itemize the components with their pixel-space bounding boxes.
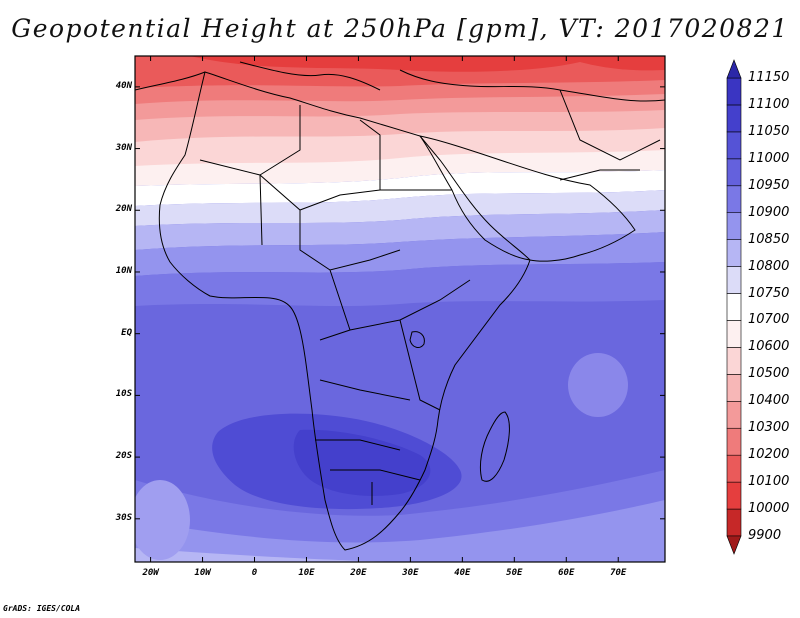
- colorbar-swatch: [726, 77, 742, 106]
- credit-label: GrADS: IGES/COLA: [3, 604, 81, 613]
- lat-tick-label: 20S: [115, 451, 132, 462]
- lon-tick-label: 60E: [558, 568, 575, 578]
- colorbar-level-label: 11000: [748, 150, 790, 166]
- colorbar-level-label: 10950: [748, 177, 790, 193]
- lon-tick-label: 30E: [402, 568, 419, 578]
- colorbar-level-label: 10900: [748, 204, 790, 220]
- height-field: [135, 56, 665, 562]
- colorbar-max-arrow: [726, 59, 742, 79]
- colorbar-swatch: [726, 104, 742, 133]
- lon-tick-label: 0: [251, 568, 258, 578]
- lat-tick-label: 30S: [115, 512, 132, 523]
- colorbar-swatch: [726, 508, 742, 537]
- coastlines: [135, 61, 665, 551]
- lon-tick-label: 20E: [350, 568, 367, 578]
- colorbar-swatch: [726, 212, 742, 240]
- colorbar-swatch: [726, 131, 742, 160]
- lon-tick-label: 10W: [194, 568, 211, 578]
- lon-tick-label: 40E: [454, 568, 471, 578]
- colorbar-level-label: 9900: [748, 528, 782, 543]
- colorbar-swatch: [726, 266, 742, 294]
- colorbar-swatch: [726, 158, 742, 187]
- lat-tick-label: 10N: [115, 265, 132, 276]
- colorbar-swatch: [726, 185, 742, 214]
- colorbar-level-label: 10700: [748, 312, 790, 328]
- lon-tick-label: 10E: [298, 568, 315, 578]
- colorbar-level-label: 10300: [748, 420, 790, 436]
- colorbar-level-label: 10750: [748, 285, 790, 301]
- colorbar: [726, 59, 742, 555]
- map-title: Geopotential Height at 250hPa [gpm], VT:…: [11, 14, 789, 43]
- colorbar-min-arrow: [726, 535, 742, 555]
- colorbar-level-label: 11100: [748, 96, 790, 112]
- colorbar-swatch: [726, 427, 742, 456]
- colorbar-level-label: 10800: [748, 258, 790, 274]
- lat-tick-label: 10S: [115, 389, 132, 400]
- colorbar-level-label: 10600: [748, 339, 790, 355]
- colorbar-level-label: 10200: [748, 447, 790, 463]
- lon-tick-label: 50E: [506, 568, 523, 578]
- colorbar-swatch: [726, 454, 742, 483]
- colorbar-level-label: 10400: [748, 393, 790, 409]
- colorbar-level-label: 10100: [748, 474, 790, 490]
- lat-tick-label: 30N: [115, 142, 132, 153]
- colorbar-level-label: 10000: [748, 501, 790, 517]
- colorbar-swatch: [726, 400, 742, 429]
- colorbar-swatch: [726, 320, 742, 348]
- lon-tick-label: 20W: [142, 568, 159, 578]
- colorbar-swatch: [726, 481, 742, 510]
- lat-tick-label: 20N: [115, 204, 132, 215]
- lat-tick-label: 40N: [115, 80, 132, 91]
- colorbar-level-label: 11150: [748, 70, 790, 85]
- colorbar-level-label: 10500: [748, 366, 790, 382]
- colorbar-level-label: 11050: [748, 123, 790, 139]
- plot-frame: [134, 55, 666, 563]
- lon-tick-label: 70E: [610, 568, 627, 578]
- colorbar-swatch: [726, 293, 742, 321]
- colorbar-swatch: [726, 374, 742, 402]
- lat-tick-label: EQ: [121, 327, 132, 338]
- colorbar-swatch: [726, 239, 742, 267]
- colorbar-level-label: 10850: [748, 231, 790, 247]
- colorbar-swatch: [726, 347, 742, 375]
